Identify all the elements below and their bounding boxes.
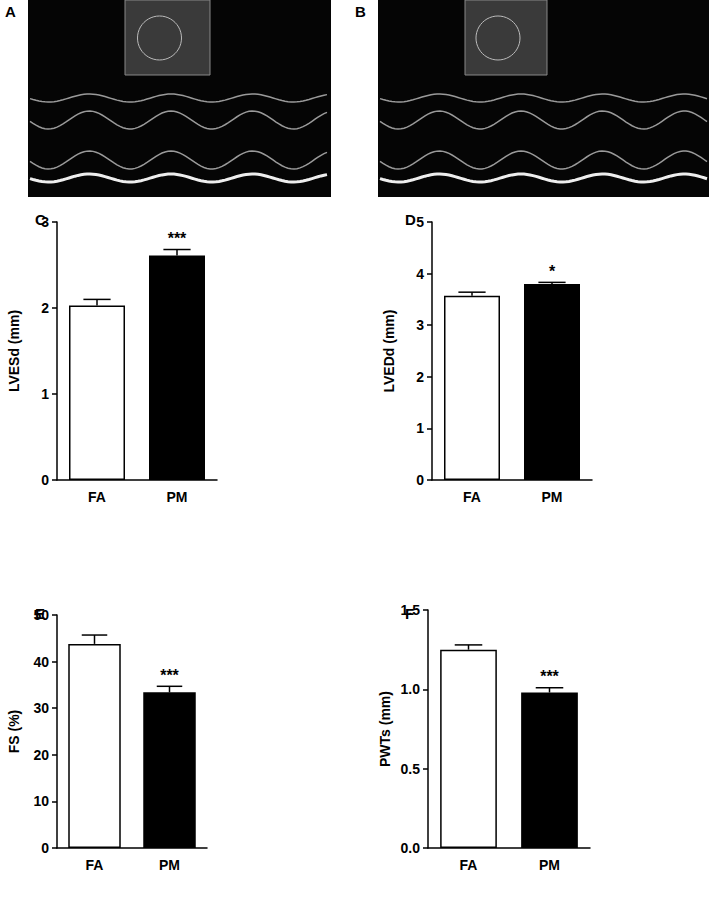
svg-text:PM: PM <box>167 489 188 505</box>
svg-text:1.0: 1.0 <box>401 681 421 697</box>
svg-text:3: 3 <box>41 214 49 230</box>
svg-text:PWTs (mm): PWTs (mm) <box>377 691 393 767</box>
svg-text:***: *** <box>168 230 187 247</box>
svg-text:5: 5 <box>416 214 424 230</box>
svg-text:PM: PM <box>159 857 180 873</box>
svg-text:50: 50 <box>33 607 49 623</box>
svg-text:B: B <box>355 3 366 20</box>
svg-text:0: 0 <box>41 840 49 856</box>
svg-text:1.5: 1.5 <box>401 602 421 618</box>
svg-text:LVEDd (mm): LVEDd (mm) <box>381 310 397 393</box>
svg-text:1: 1 <box>416 420 424 436</box>
svg-text:4: 4 <box>416 266 424 282</box>
svg-text:FS (%): FS (%) <box>6 710 22 754</box>
svg-text:20: 20 <box>33 747 49 763</box>
svg-text:0.0: 0.0 <box>401 840 421 856</box>
svg-text:2: 2 <box>416 369 424 385</box>
svg-text:PM: PM <box>542 489 563 505</box>
svg-text:40: 40 <box>33 654 49 670</box>
svg-text:*: * <box>549 263 556 280</box>
svg-text:3: 3 <box>416 317 424 333</box>
svg-text:D: D <box>405 211 416 228</box>
svg-text:FA: FA <box>86 857 104 873</box>
svg-text:30: 30 <box>33 700 49 716</box>
svg-text:1: 1 <box>41 386 49 402</box>
svg-text:2: 2 <box>41 300 49 316</box>
svg-text:FA: FA <box>463 489 481 505</box>
svg-text:FA: FA <box>88 489 106 505</box>
svg-text:0.5: 0.5 <box>401 761 421 777</box>
svg-text:LVESd (mm): LVESd (mm) <box>6 310 22 392</box>
svg-text:0: 0 <box>416 472 424 488</box>
svg-text:FA: FA <box>460 857 478 873</box>
svg-text:A: A <box>5 3 16 20</box>
svg-text:PM: PM <box>539 857 560 873</box>
svg-text:10: 10 <box>33 793 49 809</box>
svg-text:***: *** <box>160 667 179 684</box>
svg-text:0: 0 <box>41 472 49 488</box>
svg-text:***: *** <box>540 668 559 685</box>
